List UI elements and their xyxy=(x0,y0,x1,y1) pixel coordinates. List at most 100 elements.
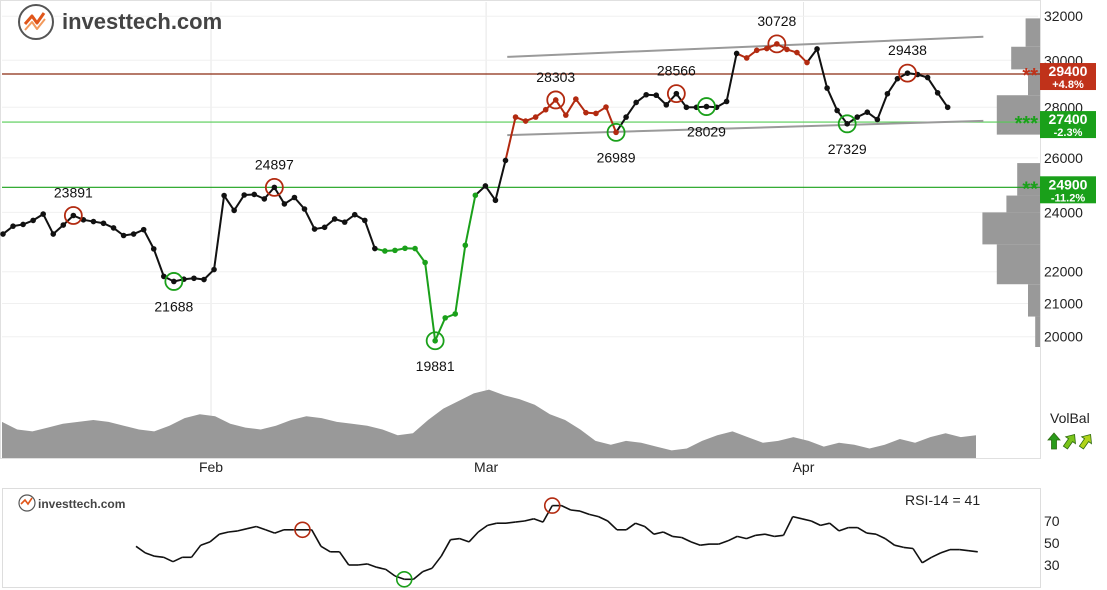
rsi-segment xyxy=(209,533,220,543)
price-point xyxy=(864,109,871,115)
price-point xyxy=(593,110,599,117)
price-point xyxy=(100,220,107,227)
rsi-segment xyxy=(440,539,452,557)
level-badge xyxy=(1040,176,1096,204)
volume-profile-bar xyxy=(1025,18,1040,47)
price-point xyxy=(552,97,559,103)
price-point xyxy=(150,246,157,252)
main-panel-frame xyxy=(0,0,1041,459)
price-point xyxy=(753,47,760,54)
volume-profile-bar xyxy=(1006,195,1040,213)
rsi-tick-label: 50 xyxy=(1044,535,1060,551)
price-point xyxy=(583,109,589,116)
rsi-segment xyxy=(172,556,183,563)
month-tick-label: Apr xyxy=(793,459,815,475)
peak-marker xyxy=(63,206,83,225)
y-tick-label: 26000 xyxy=(1044,150,1083,166)
trough-marker xyxy=(697,97,716,116)
rsi-segment xyxy=(681,536,692,543)
peak-marker xyxy=(767,34,787,54)
price-point xyxy=(392,247,398,254)
month-tick-label: Mar xyxy=(474,459,498,475)
rsi-segment xyxy=(561,504,572,511)
price-segment xyxy=(363,220,376,249)
volume-profile-bar xyxy=(1028,69,1040,96)
price-point xyxy=(633,99,639,106)
price-point xyxy=(241,192,247,198)
trough-marker xyxy=(425,331,445,351)
level-stars: ** xyxy=(1022,178,1038,200)
price-point xyxy=(462,242,469,249)
rsi-segment xyxy=(228,530,238,533)
rsi-segment xyxy=(912,548,923,564)
rsi-segment xyxy=(144,552,155,557)
price-point xyxy=(542,106,549,113)
price-point xyxy=(683,104,690,111)
price-point xyxy=(894,75,901,82)
price-point xyxy=(341,219,348,225)
rsi-series xyxy=(135,504,978,581)
price-segment xyxy=(152,248,165,277)
price-point xyxy=(351,211,358,218)
price-point xyxy=(502,157,509,164)
rsi-segment xyxy=(366,563,377,568)
extreme-label: 30728 xyxy=(757,13,796,29)
logo-emblem-icon xyxy=(18,4,54,40)
y-tick-label: 24000 xyxy=(1044,204,1083,220)
price-point xyxy=(50,231,57,237)
price-point xyxy=(834,107,840,114)
price-point xyxy=(784,46,790,53)
price-point xyxy=(130,231,137,237)
rsi-segment xyxy=(727,535,738,542)
y-tick-label: 21000 xyxy=(1044,295,1083,311)
volbal-arrow-icon xyxy=(1047,432,1061,450)
rsi-segment xyxy=(746,534,757,540)
price-point xyxy=(171,278,177,285)
rsi-segment xyxy=(959,548,969,552)
price-point xyxy=(573,96,579,102)
rsi-segment xyxy=(921,556,932,564)
rsi-segment xyxy=(644,525,655,535)
rsi-segment xyxy=(135,545,146,554)
level-badges: ** 29400+4.8% *** 27400-2.3% ** 24900-11.2% xyxy=(1015,63,1096,204)
price-point xyxy=(30,217,36,224)
price-point xyxy=(0,231,6,237)
price-point xyxy=(372,245,378,252)
volume-profile-bar xyxy=(996,244,1040,285)
price-segment xyxy=(494,160,507,201)
rsi-segment xyxy=(246,525,257,530)
price-point xyxy=(854,114,861,120)
rsi-overbought-marker xyxy=(543,497,561,514)
price-point xyxy=(412,245,418,252)
price-point xyxy=(311,226,318,232)
rsi-segment xyxy=(274,529,285,534)
rsi-segment xyxy=(515,520,525,523)
level-change: -2.3% xyxy=(1054,127,1083,139)
rsi-segment xyxy=(542,505,553,523)
rsi-segment xyxy=(931,552,942,559)
peak-marker xyxy=(264,177,284,197)
trough-marker xyxy=(606,122,626,142)
peak-marker xyxy=(898,63,917,83)
rsi-segment xyxy=(875,533,886,540)
rsi-segment xyxy=(255,525,266,531)
price-point xyxy=(60,222,67,228)
price-point xyxy=(944,104,951,111)
rsi-logo-brand-text: investtech.com xyxy=(38,497,125,511)
price-segment xyxy=(564,98,577,116)
rsi-segment xyxy=(412,570,424,580)
rsi-oversold-marker xyxy=(395,570,413,588)
price-point xyxy=(221,192,227,199)
rsi-segment xyxy=(857,526,868,534)
price-point xyxy=(532,114,539,120)
rsi-segment xyxy=(505,521,516,524)
price-point xyxy=(904,70,911,76)
rsi-segment xyxy=(524,518,534,522)
price-point xyxy=(362,217,368,224)
price-point xyxy=(703,103,710,110)
price-series xyxy=(0,41,951,344)
rsi-segment xyxy=(700,543,710,546)
extreme-label: 29438 xyxy=(888,42,927,58)
rsi-segment xyxy=(163,556,174,563)
